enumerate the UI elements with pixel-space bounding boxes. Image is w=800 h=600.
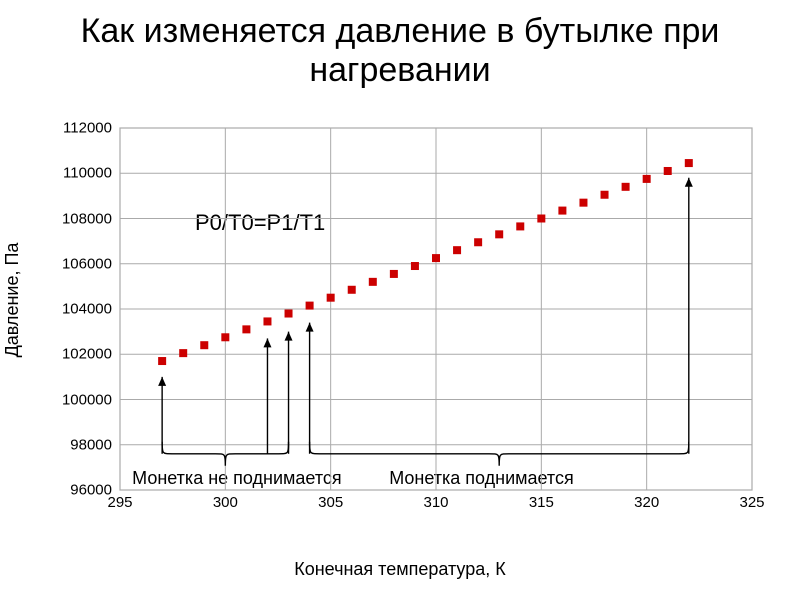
chart-callouts — [158, 178, 693, 466]
pressure-chart — [0, 0, 800, 600]
chart-gridlines — [120, 128, 752, 490]
chart-markers — [158, 159, 693, 365]
